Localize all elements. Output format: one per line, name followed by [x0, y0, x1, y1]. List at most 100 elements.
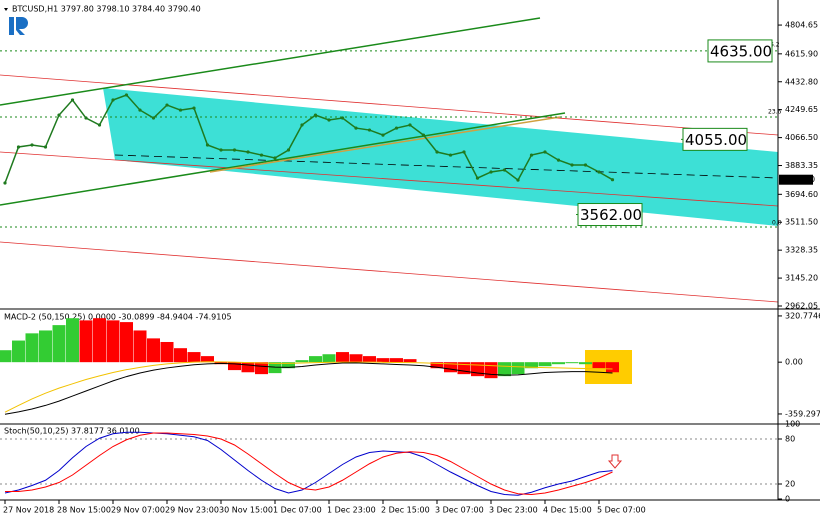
price-point: [394, 126, 399, 130]
x-tick-label: 3 Dec 23:00: [489, 506, 538, 515]
y-tick-label: 4804.65: [785, 21, 818, 30]
histogram-bar: [336, 352, 349, 363]
histogram-bar: [93, 318, 106, 363]
level-label-box: [707, 39, 773, 63]
histogram-bar: [268, 362, 282, 374]
y-tick-label: 4066.50: [785, 133, 818, 142]
y-tick-label: 4432.80: [785, 77, 818, 86]
histogram-bar: [579, 362, 592, 365]
y-tick-label: -359.2978: [785, 409, 820, 418]
logo: [9, 17, 28, 35]
histogram-bar: [322, 354, 336, 363]
level-label-box: [577, 203, 643, 227]
y-tick-label: 4249.65: [785, 105, 818, 114]
price-point: [448, 153, 453, 157]
histogram-bar: [295, 360, 309, 363]
price-point: [205, 143, 210, 147]
histogram-bar: [228, 362, 241, 371]
level-label: 4055.00: [685, 131, 747, 149]
red-channel-mid: [0, 151, 779, 207]
price-point: [408, 123, 412, 127]
price-point: [327, 118, 331, 122]
line-series: [4, 94, 613, 184]
x-tick-label: 29 Nov 07:00: [111, 506, 165, 515]
price-point: [16, 145, 21, 149]
histogram-bar: [363, 356, 376, 363]
price-point: [246, 150, 250, 154]
price-point: [84, 116, 88, 120]
price-title: BTCUSD,H1 3797.80 3798.10 3784.40 3790.4…: [12, 5, 201, 14]
histogram-bar: [12, 340, 25, 363]
histogram-bar: [309, 356, 322, 363]
histogram-bar: [552, 362, 565, 365]
y-tick-label: 3883.35: [785, 161, 818, 170]
histogram-bar: [255, 362, 268, 375]
histogram-bar: [201, 356, 214, 363]
price-point: [70, 98, 75, 102]
histogram-bar: [66, 318, 79, 363]
green-trendline-bottom: [0, 112, 566, 206]
price-point: [583, 163, 588, 167]
y-tick-label: 3328.35: [785, 246, 818, 255]
price-point: [502, 168, 507, 172]
price-point: [435, 150, 439, 154]
channel-midline: [114, 154, 779, 179]
y-tick-label: 0: [785, 495, 790, 504]
current-price-label: 3790.40: [782, 175, 815, 184]
price-point: [354, 126, 358, 130]
price-point: [475, 176, 480, 180]
price-point: [43, 145, 48, 149]
price-point: [597, 170, 601, 174]
price-point: [192, 106, 196, 110]
price-point: [462, 150, 466, 154]
y-tick-label: 3694.60: [785, 190, 818, 199]
y-tick-label: 20: [785, 480, 795, 489]
menu-arrow: [4, 8, 8, 11]
price-point: [556, 158, 561, 162]
y-tick-label: 3511.50: [785, 218, 818, 227]
price-point: [516, 178, 520, 182]
x-tick-label: 29 Nov 23:00: [165, 506, 219, 515]
histogram-bar: [133, 330, 147, 363]
y-tick-label: 0.00: [785, 358, 803, 367]
y-tick-label: 3145.20: [785, 274, 818, 283]
line-series: [4, 362, 613, 415]
price-point: [111, 98, 115, 102]
histogram-bar: [471, 362, 484, 377]
x-tick-label: 1 Dec 07:00: [273, 506, 322, 515]
price-point: [219, 148, 223, 152]
level-label-box: [682, 127, 748, 151]
red-channel-bottom: [0, 241, 779, 303]
level-label: 4635.00: [710, 42, 772, 60]
price-point: [259, 153, 264, 157]
histogram-bar: [120, 322, 133, 363]
price-point: [30, 143, 34, 147]
y-tick-label: 4615.90: [785, 49, 818, 58]
price-point: [313, 113, 318, 117]
down-arrow: [607, 454, 623, 469]
price-point: [273, 156, 277, 160]
line-series: [4, 361, 613, 413]
price-point: [381, 133, 385, 137]
level-label: 3562.00: [580, 206, 642, 224]
histogram-bar: [390, 358, 403, 363]
histogram-bar: [498, 362, 511, 377]
price-point: [543, 150, 547, 154]
x-tick-label: 28 Nov 15:00: [57, 506, 111, 515]
histogram-bar: [39, 330, 52, 363]
fib-label: 23.6: [768, 109, 782, 116]
price-point: [124, 93, 129, 97]
histogram-bar: [444, 362, 457, 373]
histogram-bar: [484, 362, 498, 379]
stoch-title: Stoch(50,10,25) 37.8177 36.0100: [4, 427, 140, 436]
macd-title: MACD-2 (50,150,25) 0.0000 -30.0899 -84.9…: [4, 313, 232, 322]
histogram-bar: [0, 350, 12, 363]
histogram-bar: [106, 320, 120, 363]
price-point: [151, 116, 156, 120]
x-tick-label: 1 Dec 23:00: [327, 506, 376, 515]
fib-label: 0.0: [772, 220, 782, 227]
histogram-bar: [147, 338, 160, 363]
price-point: [529, 153, 534, 157]
price-point: [138, 108, 142, 112]
x-tick-label: 2 Dec 15:00: [381, 506, 430, 515]
